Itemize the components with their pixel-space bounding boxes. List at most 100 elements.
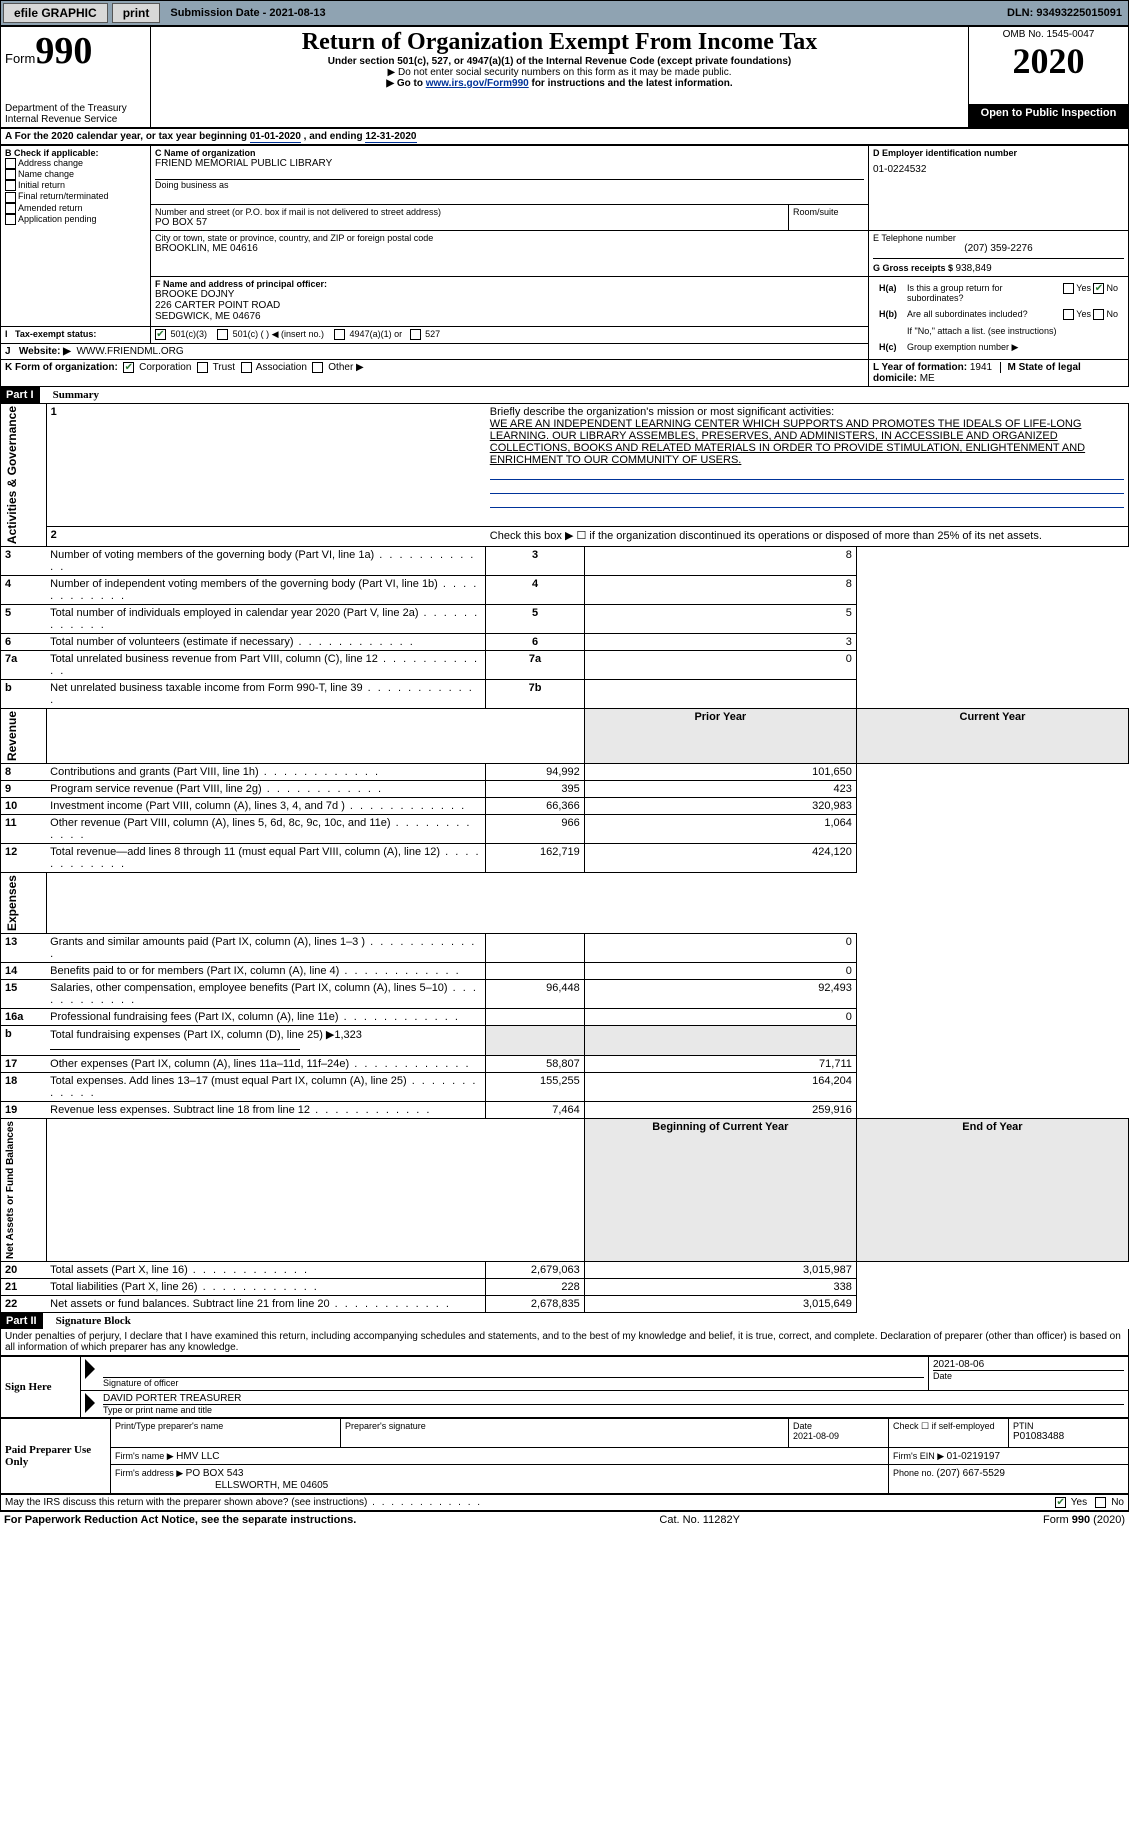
efile-button[interactable]: efile GRAPHIC xyxy=(3,3,108,23)
domicile: ME xyxy=(920,373,935,384)
website-label: Website: ▶ xyxy=(19,346,71,357)
sign-arrow-icon-2 xyxy=(85,1393,95,1413)
part1-hdr: Part I xyxy=(0,387,40,403)
officer-name-title: DAVID PORTER TREASURER xyxy=(103,1393,1124,1404)
firm-addr-label: Firm's address ▶ xyxy=(115,1468,186,1478)
table-row: 17 Other expenses (Part IX, column (A), … xyxy=(1,1056,1129,1073)
period-line: A For the 2020 calendar year, or tax yea… xyxy=(1,129,1129,145)
boxL-hdr: L Year of formation: xyxy=(873,362,970,373)
officer-addr1: 226 CARTER POINT ROAD xyxy=(155,300,864,311)
topbar: efile GRAPHIC print Submission Date - 20… xyxy=(0,0,1129,26)
cb-discuss-yes[interactable] xyxy=(1055,1497,1066,1508)
cb-corp[interactable] xyxy=(123,362,134,373)
boxF-hdr: F Name and address of principal officer: xyxy=(155,279,864,289)
col-curr: Current Year xyxy=(856,709,1128,764)
ein: 01-0224532 xyxy=(873,164,1124,175)
city: BROOKLIN, ME 04616 xyxy=(155,243,864,254)
cb-4947[interactable] xyxy=(334,329,345,340)
phone: (207) 359-2276 xyxy=(873,243,1124,254)
hc-label: Group exemption number ▶ xyxy=(903,340,1122,355)
firm-name-label: Firm's name ▶ xyxy=(115,1451,176,1461)
cat-no: Cat. No. 11282Y xyxy=(659,1514,740,1526)
print-button[interactable]: print xyxy=(112,3,161,23)
open-public: Open to Public Inspection xyxy=(969,105,1129,128)
table-row: 14 Benefits paid to or for members (Part… xyxy=(1,963,1129,980)
addr-hdr: Number and street (or P.O. box if mail i… xyxy=(155,207,784,217)
cb-name-change[interactable]: Name change xyxy=(18,169,74,179)
table-row: 6 Total number of volunteers (estimate i… xyxy=(1,634,1129,651)
room-hdr: Room/suite xyxy=(793,207,864,217)
part1-table: Activities & Governance 1 Briefly descri… xyxy=(0,403,1129,1313)
firm-addr2: ELLSWORTH, ME 04605 xyxy=(215,1480,328,1491)
self-employed: Check ☐ if self-employed xyxy=(889,1419,1009,1448)
cb-assoc[interactable] xyxy=(241,362,252,373)
cb-trust[interactable] xyxy=(197,362,208,373)
table-row: 4 Number of independent voting members o… xyxy=(1,576,1129,605)
cb-501c[interactable] xyxy=(217,329,228,340)
vlabel-exp: Expenses xyxy=(5,875,19,931)
table-row: b Total fundraising expenses (Part IX, c… xyxy=(1,1026,1129,1056)
print-name-label: Print/Type preparer's name xyxy=(115,1421,336,1431)
firm-phone-label: Phone no. xyxy=(893,1468,937,1478)
table-row: 15 Salaries, other compensation, employe… xyxy=(1,980,1129,1009)
form-number: Form990 xyxy=(5,29,146,73)
vlabel-gov: Activities & Governance xyxy=(5,406,19,544)
table-row: 3 Number of voting members of the govern… xyxy=(1,547,1129,576)
firm-addr1: PO BOX 543 xyxy=(186,1468,244,1479)
name-title-label: Type or print name and title xyxy=(103,1404,1124,1415)
hb-label: Are all subordinates included? xyxy=(903,307,1057,322)
cb-501c3[interactable] xyxy=(155,329,166,340)
boxG-hdr: G Gross receipts $ xyxy=(873,263,956,273)
subtitle: Under section 501(c), 527, or 4947(a)(1)… xyxy=(155,56,964,67)
cb-app-pending[interactable]: Application pending xyxy=(18,214,97,224)
cb-amended[interactable]: Amended return xyxy=(18,203,83,213)
dln: DLN: 93493225015091 xyxy=(1007,7,1122,19)
cb-initial-return[interactable]: Initial return xyxy=(18,180,65,190)
cb-other[interactable] xyxy=(312,362,323,373)
vlabel-net: Net Assets or Fund Balances xyxy=(5,1121,16,1259)
sig-date: 2021-08-06 xyxy=(933,1359,1124,1370)
table-row: 18 Total expenses. Add lines 13–17 (must… xyxy=(1,1073,1129,1102)
part2-title: Signature Block xyxy=(56,1315,131,1327)
dept-treasury: Department of the Treasury xyxy=(5,103,146,114)
prep-sig-label: Preparer's signature xyxy=(345,1421,784,1431)
ptin-label: PTIN xyxy=(1013,1421,1124,1431)
cb-address-change[interactable]: Address change xyxy=(18,158,83,168)
boxI-hdr: Tax-exempt status: xyxy=(15,329,96,339)
cb-527[interactable] xyxy=(410,329,421,340)
tax-year: 2020 xyxy=(973,40,1124,82)
header-table: Form990 Department of the Treasury Inter… xyxy=(0,26,1129,128)
dba-label: Doing business as xyxy=(155,180,864,190)
table-row: 7a Total unrelated business revenue from… xyxy=(1,651,1129,680)
boxC-hdr: C Name of organization xyxy=(155,148,864,158)
part2-hdr: Part II xyxy=(0,1313,43,1329)
table-row: 13 Grants and similar amounts paid (Part… xyxy=(1,934,1129,963)
gross-receipts: 938,849 xyxy=(956,263,992,274)
declaration: Under penalties of perjury, I declare th… xyxy=(0,1329,1129,1356)
year-formation: 1941 xyxy=(970,362,992,373)
boxB-hdr: B Check if applicable: xyxy=(5,148,146,158)
officer-name: BROOKE DOJNY xyxy=(155,289,864,300)
ha-label: Is this a group return for subordinates? xyxy=(903,281,1057,305)
warn-ssn: ▶ Do not enter social security numbers o… xyxy=(155,67,964,78)
col-end: End of Year xyxy=(856,1119,1128,1262)
table-row: 5 Total number of individuals employed i… xyxy=(1,605,1129,634)
col-prior: Prior Year xyxy=(584,709,856,764)
table-row: 16a Professional fundraising fees (Part … xyxy=(1,1009,1129,1026)
irs-label: Internal Revenue Service xyxy=(5,114,146,125)
l2-text: Check this box ▶ ☐ if the organization d… xyxy=(486,526,1129,547)
ptin: P01083488 xyxy=(1013,1431,1124,1442)
form-footer: Form 990 (2020) xyxy=(1043,1514,1125,1526)
warn-link: ▶ Go to www.irs.gov/Form990 for instruct… xyxy=(155,78,964,89)
date-label: Date xyxy=(933,1370,1124,1381)
col-begin: Beginning of Current Year xyxy=(584,1119,856,1262)
table-row: 20 Total assets (Part X, line 16) 2,679,… xyxy=(1,1262,1129,1279)
form990-link[interactable]: www.irs.gov/Form990 xyxy=(426,78,529,89)
cb-final-return[interactable]: Final return/terminated xyxy=(18,191,109,201)
sig-officer-label: Signature of officer xyxy=(103,1377,924,1388)
paid-preparer-label: Paid Preparer Use Only xyxy=(1,1419,111,1494)
cb-discuss-no[interactable] xyxy=(1095,1497,1106,1508)
firm-name: HMV LLC xyxy=(176,1451,219,1462)
hb-note: If "No," attach a list. (see instruction… xyxy=(903,324,1122,338)
entity-block: B Check if applicable: Address change Na… xyxy=(0,145,1129,387)
